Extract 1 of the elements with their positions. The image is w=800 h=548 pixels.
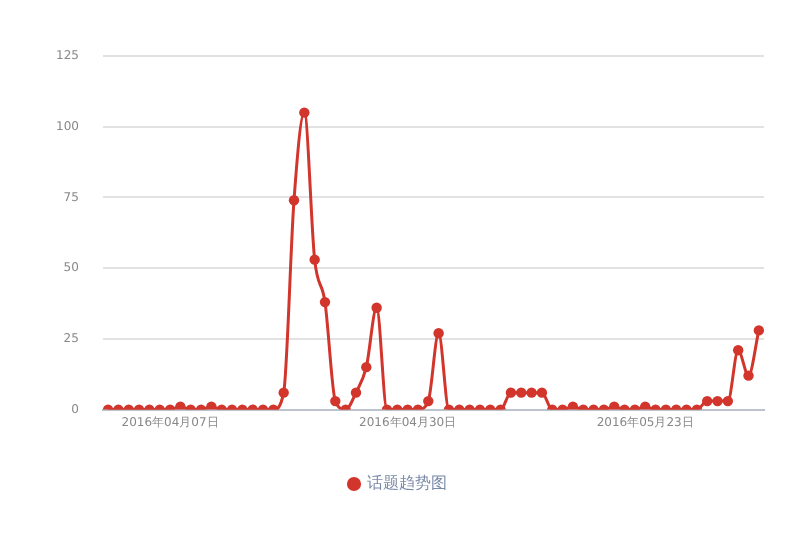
- legend-label: 话题趋势图: [367, 474, 447, 493]
